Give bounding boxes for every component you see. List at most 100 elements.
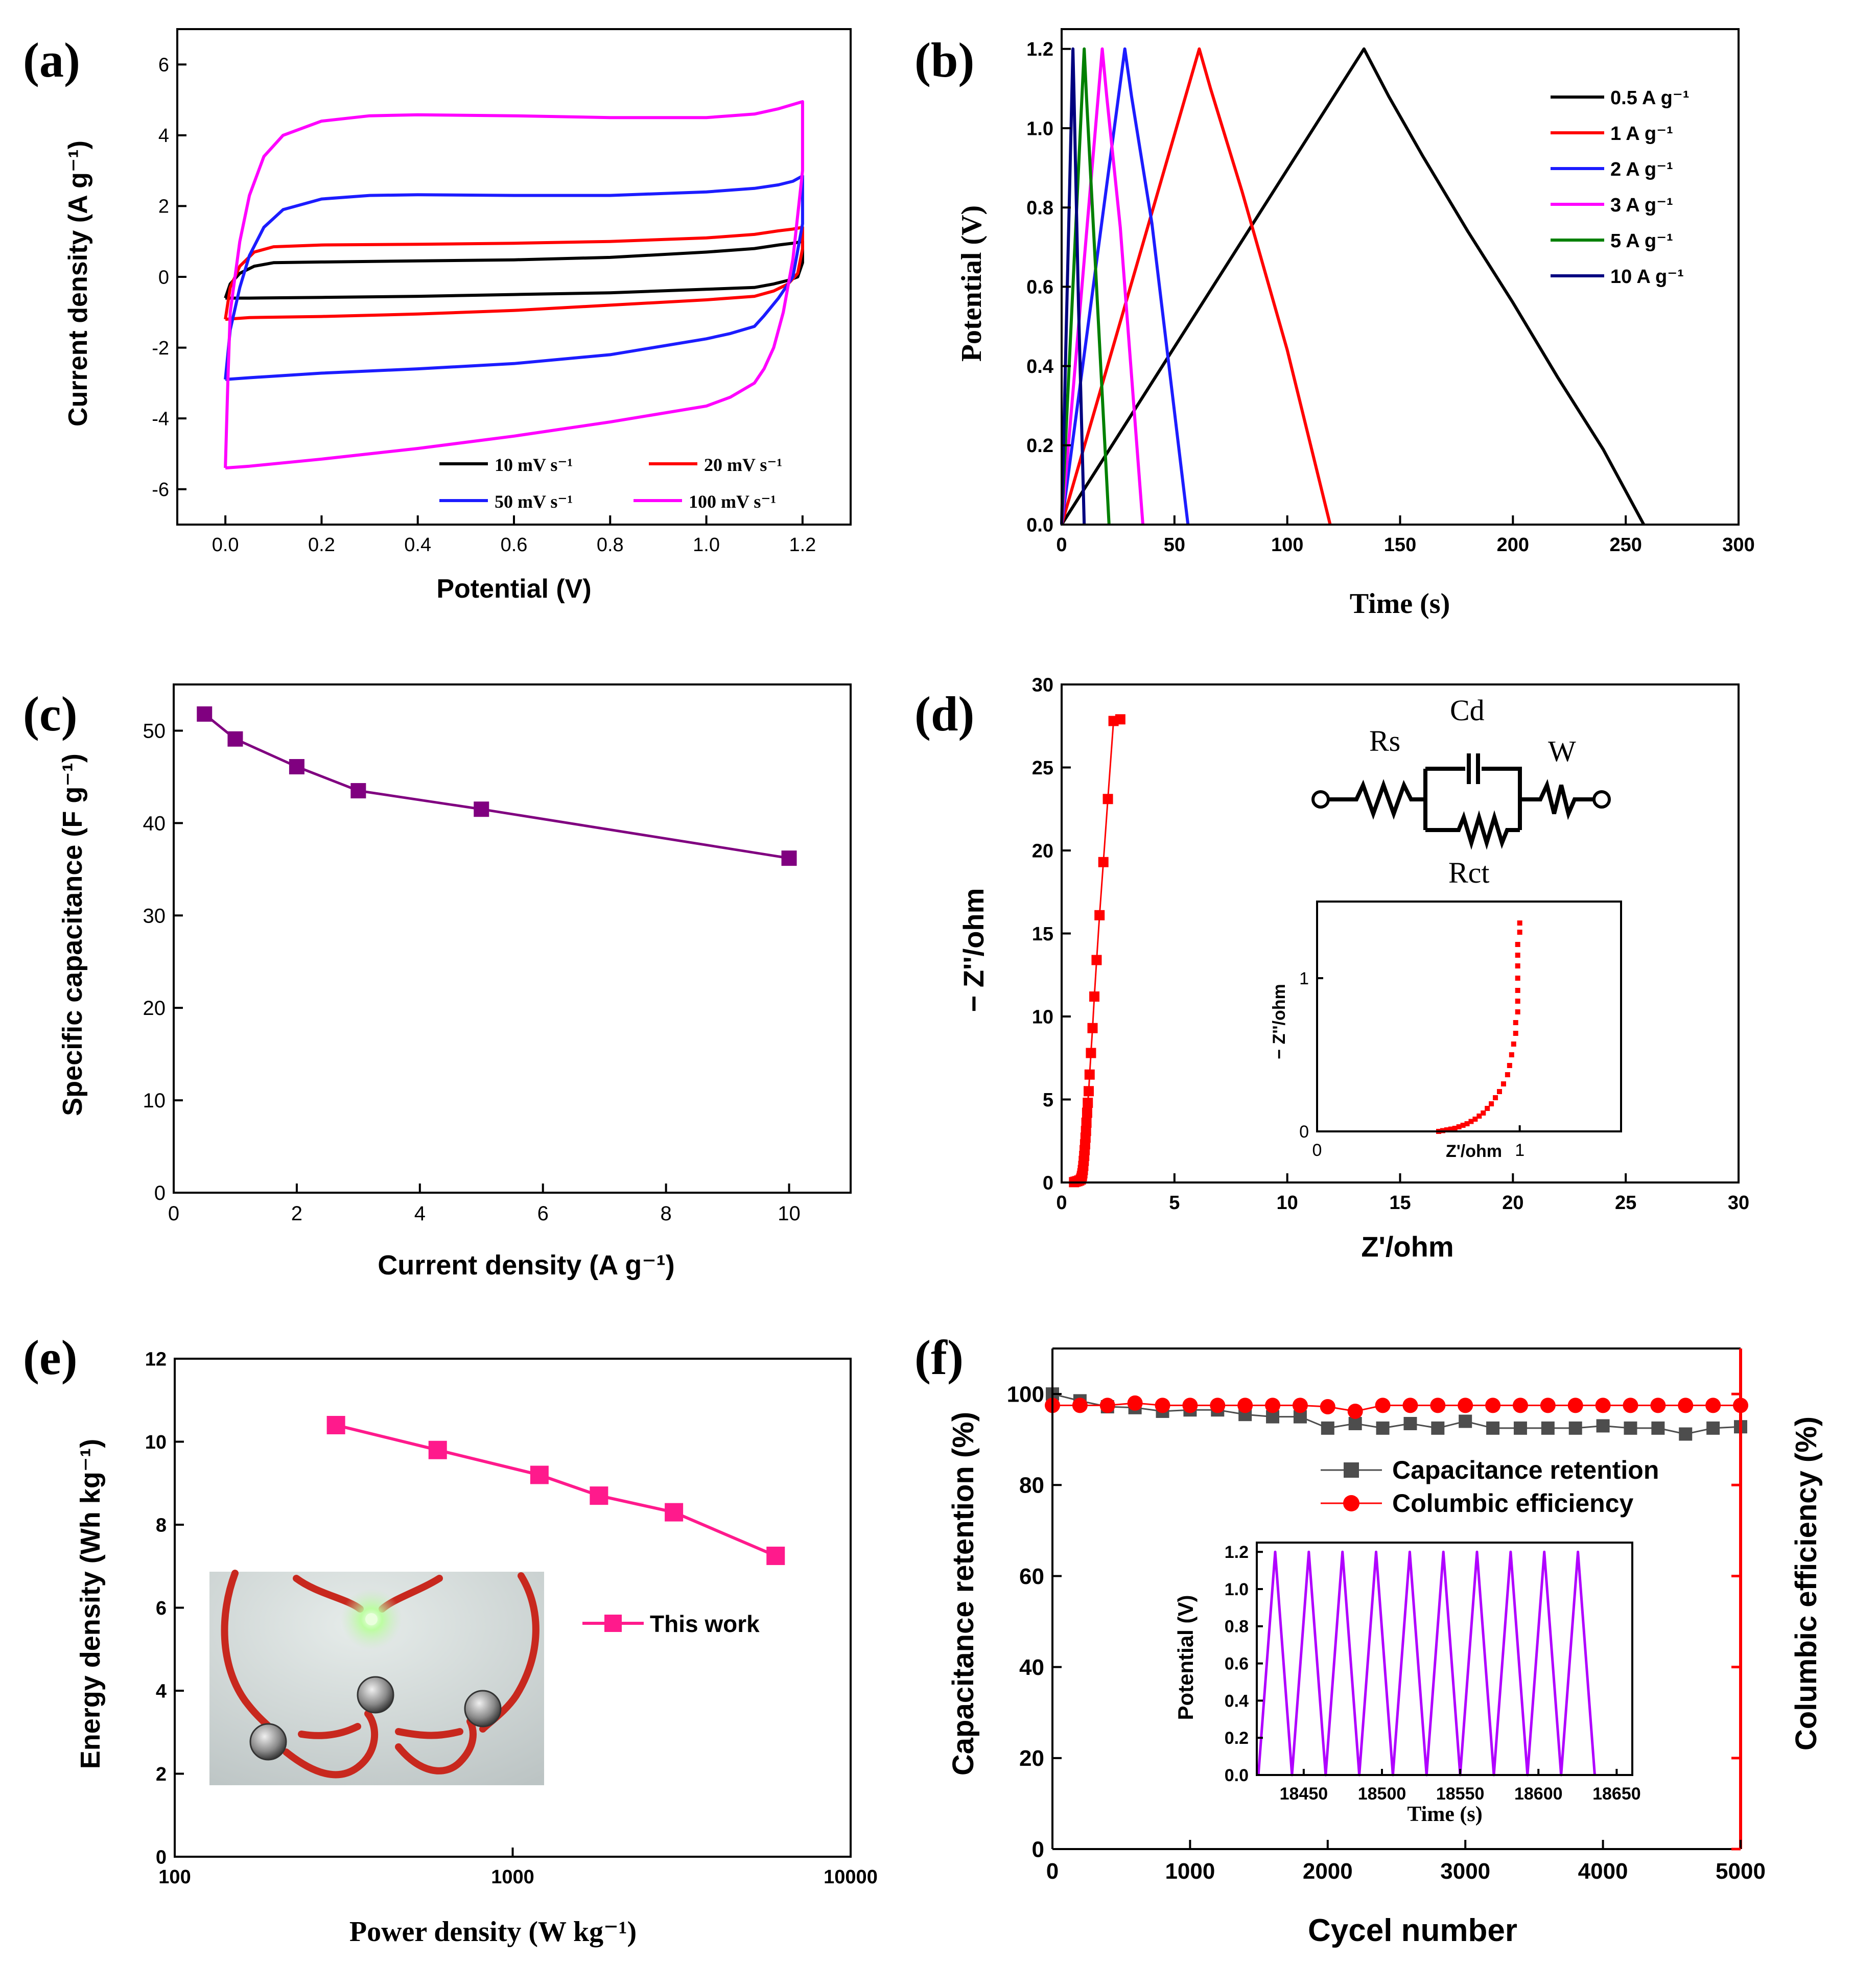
nyquist-marker [1103,794,1113,804]
panel-d-inset-xlabel: Z'/ohm [1446,1142,1502,1161]
y-tick-label: 4 [156,1681,167,1702]
gcd-curve-0 [1060,47,1646,526]
inset-nyquist-marker [1481,1110,1486,1116]
x-tick-label: 100 [158,1866,191,1888]
x-tick-label: 18550 [1436,1784,1485,1804]
led-icon [365,1613,378,1625]
equivalent-circuit-diagram [1311,753,1611,850]
y-tick-label: 0 [1032,1837,1044,1862]
inset-nyquist-marker [1464,1121,1470,1126]
panel-d-inset-ylabel: − Z''/ohm [1270,984,1289,1059]
inset-nyquist-marker [1460,1123,1466,1128]
circuit-terminal-right [1592,790,1611,809]
inset-nyquist-marker [1517,920,1522,926]
panel-f-inset: 18450 18500 18550 18600 18650 0.0 0.2 0.4 0.6 0.8… [1174,1542,1641,1826]
efficiency-marker [1182,1398,1198,1413]
inset-nyquist-marker [1511,1042,1516,1047]
y-tick-label: 1 [1299,969,1309,988]
nyquist-marker [1084,1069,1095,1080]
legend-label: 5 A g⁻¹ [1610,230,1673,252]
x-tick-label: 100 [1271,534,1303,556]
y-tick-label: 0.0 [1225,1766,1249,1785]
retention-marker [1624,1421,1637,1435]
energy-marker [428,1440,447,1459]
efficiency-marker [1623,1398,1638,1413]
energy-marker [590,1486,608,1505]
y-tick-label: 30 [1032,674,1053,696]
inset-nyquist-marker [1444,1127,1449,1132]
panel-f-y2label: Columbic efficiency (%) [1790,1416,1823,1750]
y-tick-label: 10 [145,1432,167,1453]
panel-e-series-group [326,1416,785,1565]
panel-f-ylabel: Capacitance retention (%) [947,1412,980,1776]
efficiency-marker [1650,1398,1666,1413]
y-tick-label: 0.0 [1026,514,1053,536]
x-tick-label: 0 [168,1202,179,1225]
y-tick-label: 1.0 [1225,1580,1249,1599]
y-tick-label: 0.4 [1026,356,1053,377]
efficiency-marker [1402,1398,1418,1413]
legend-label: 0.5 A g⁻¹ [1610,87,1690,109]
inset-nyquist-marker [1509,1052,1514,1057]
y-tick-label: 0.2 [1225,1729,1249,1748]
inset-nyquist-marker [1515,963,1520,968]
y-tick-label: 0.8 [1026,198,1053,219]
panel-f: 0 1000 2000 3000 4000 5000 0 20 40 60 80 100 Cycel … [947,1347,1823,1948]
panel-b-legend: 0.5 A g⁻¹ 1 A g⁻¹ 2 A g⁻¹ 3 A g⁻¹ 5 A g⁻¹ 10 … [1551,87,1690,288]
legend-label: 2 A g⁻¹ [1610,159,1673,180]
led-demo-photo [209,1570,544,1785]
x-tick-label: 20 [1502,1192,1523,1214]
nyquist-marker [1094,910,1105,920]
inset-nyquist-marker [1452,1126,1458,1131]
y-tick-label: 6 [158,55,169,76]
panel-label-c: (c) [23,687,78,741]
panel-label-a: (a) [23,33,80,87]
y-tick-label: 5 [1043,1090,1053,1111]
x-tick-label: 1000 [1165,1859,1215,1884]
panel-a-xlabel: Potential (V) [436,574,591,604]
panel-f-inset-ylabel: Potential (V) [1174,1595,1198,1720]
y-tick-label: 25 [1032,758,1053,779]
x-tick-label: 2000 [1303,1859,1353,1884]
efficiency-marker [1678,1398,1694,1413]
retention-marker [1486,1421,1500,1435]
panel-c-ylabel: Specific capacitance (F g⁻¹) [57,753,88,1116]
efficiency-marker [1072,1398,1088,1413]
gcd-curve-3 [1060,47,1144,525]
x-tick-label: 2 [291,1202,302,1225]
y-tick-label: 20 [143,997,166,1020]
inset-nyquist-marker [1493,1095,1498,1100]
inset-nyquist-marker [1497,1089,1502,1094]
x-tick-label: 200 [1497,534,1529,556]
y-tick-label: 0.6 [1026,277,1053,298]
x-tick-label: 0 [1056,1192,1067,1214]
x-tick-label: 1000 [491,1866,534,1888]
efficiency-marker [1458,1398,1473,1413]
capacitance-line [203,713,789,860]
legend-label: 10 A g⁻¹ [1610,266,1684,288]
capacitance-marker [289,759,304,775]
legend-label-capacitance: Capacitance retention [1392,1456,1659,1484]
y-tick-label: 0 [1043,1172,1053,1194]
y-tick-label: 2 [158,196,169,218]
energy-marker [326,1416,345,1434]
retention-marker [1651,1421,1665,1435]
y-tick-label: 1.2 [1026,39,1053,60]
legend-label: 3 A g⁻¹ [1610,195,1673,216]
efficiency-marker [1099,1398,1115,1413]
x-tick-label: 18450 [1280,1784,1328,1804]
legend-label-10mv: 10 mV s⁻¹ [495,455,573,475]
efficiency-marker [1705,1398,1721,1413]
efficiency-marker [1210,1398,1226,1413]
y-tick-label: 12 [145,1348,167,1370]
y-tick-label: 0.2 [1026,435,1053,457]
panel-f-legend: Capacitance retention Columbic efficienc… [1321,1456,1659,1518]
y-tick-label: 0 [1299,1122,1309,1142]
nyquist-marker [1087,1023,1098,1033]
panel-d-inset-series-group [1436,920,1522,1134]
efficiency-marker [1567,1398,1583,1413]
inset-nyquist-marker [1456,1124,1462,1129]
panel-a: 0.0 0.2 0.4 0.6 0.8 1.0 1.2 -6 -4 -2 0 2 4 6 Potentia… [63,28,852,604]
panel-label-b: (b) [914,33,974,87]
panel-b-ticks-group: 0 50 100 150 200 250 300 0.0 0.2 0.4 0.6 0.8 1.0 1.2 [1026,39,1755,556]
